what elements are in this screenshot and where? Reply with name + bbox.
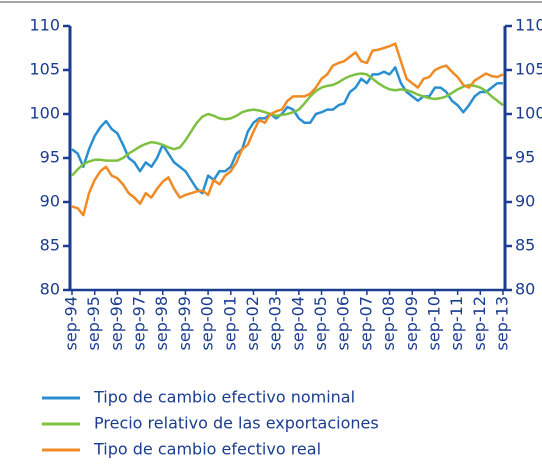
- x-tick-label: sep-00: [198, 296, 217, 350]
- x-tick-label: sep-99: [175, 296, 194, 350]
- x-tick-label: sep-94: [62, 296, 81, 350]
- x-tick-label: sep-10: [424, 296, 443, 350]
- y-tick-label: 80: [40, 280, 60, 299]
- x-tick-label: sep-07: [356, 296, 375, 350]
- series-line: [71, 72, 504, 177]
- y-tick-label: 95: [40, 148, 60, 167]
- y2-tick-label: 100: [515, 104, 542, 123]
- x-tick-label: sep-97: [130, 296, 149, 350]
- y-tick-label: 100: [29, 104, 60, 123]
- x-tick-label: sep-02: [243, 296, 262, 350]
- y-tick-label: 85: [40, 236, 60, 255]
- x-tick-label: sep-01: [220, 296, 239, 350]
- series-line: [71, 66, 503, 195]
- y2-tick-label: 105: [515, 60, 542, 79]
- y-tick-label: 110: [29, 16, 60, 35]
- legend-label: Tipo de cambio efectivo nominal: [93, 388, 355, 407]
- y2-tick-label: 110: [515, 16, 542, 35]
- x-tick-label: sep-13: [493, 296, 512, 350]
- x-tick-label: sep-04: [288, 296, 307, 350]
- x-tick-label: sep-03: [266, 296, 285, 350]
- x-tick-label: sep-06: [334, 296, 353, 350]
- x-tick-label: sep-95: [84, 296, 103, 350]
- x-tick-label: sep-96: [107, 296, 126, 350]
- y2-tick-label: 80: [515, 280, 535, 299]
- y2-tick-label: 85: [515, 236, 535, 255]
- x-tick-label: sep-11: [447, 296, 466, 350]
- x-tick-label: sep-05: [311, 296, 330, 350]
- x-tick-label: sep-12: [470, 296, 489, 350]
- y-tick-label: 90: [40, 192, 60, 211]
- y2-tick-label: 95: [515, 148, 535, 167]
- x-tick-label: sep-08: [379, 296, 398, 350]
- series-line: [71, 42, 504, 217]
- y2-tick-label: 90: [515, 192, 535, 211]
- y-tick-label: 105: [29, 60, 60, 79]
- legend-label: Tipo de cambio efectivo real: [93, 440, 321, 459]
- x-tick-label: sep-09: [402, 296, 421, 350]
- x-tick-label: sep-98: [152, 296, 171, 350]
- legend-label: Precio relativo de las exportaciones: [94, 414, 379, 433]
